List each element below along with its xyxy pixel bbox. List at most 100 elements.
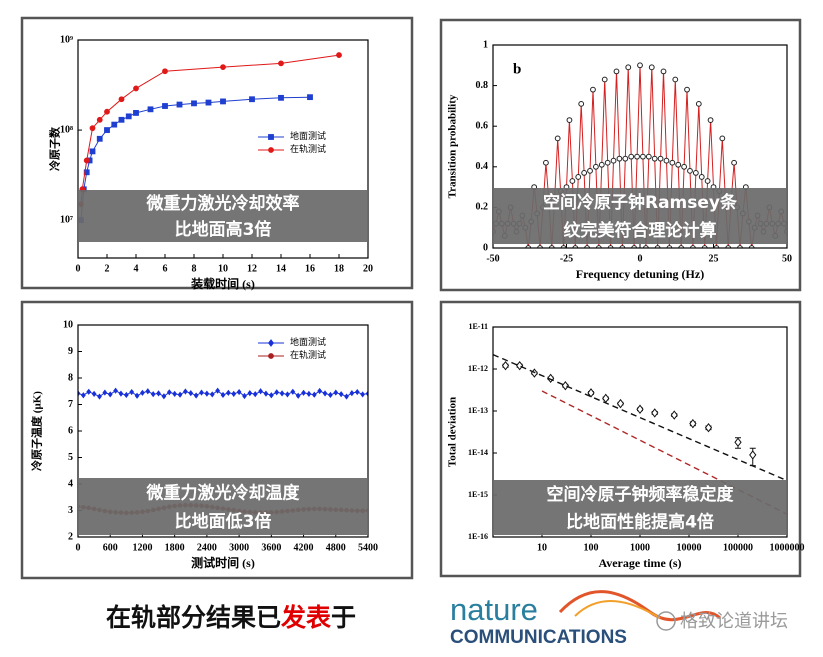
marker <box>279 390 285 397</box>
marker <box>268 134 274 140</box>
marker <box>125 113 132 120</box>
marker <box>344 393 349 400</box>
x-tick-label: 10000 <box>677 542 702 553</box>
marker <box>205 99 212 106</box>
y-tick-label: 0.2 <box>476 202 489 213</box>
overlay-text: 微重力激光冷却温度 <box>146 482 301 503</box>
marker <box>220 391 226 399</box>
marker <box>209 391 215 398</box>
x-tick-label: 2400 <box>197 542 217 553</box>
marker <box>648 64 655 71</box>
y-tick-label: 5 <box>68 452 73 463</box>
marker <box>336 52 342 58</box>
panel-frame <box>20 16 414 290</box>
marker <box>183 388 188 395</box>
x-tick-label: 0 <box>638 253 643 264</box>
marker <box>689 418 697 429</box>
x-tick-label: 14 <box>276 263 286 274</box>
x-tick-label: 2 <box>105 263 110 274</box>
marker <box>133 110 139 116</box>
marker <box>83 169 90 176</box>
marker <box>578 100 585 107</box>
marker <box>590 86 596 93</box>
legend-label: 在轨测试 <box>290 143 326 154</box>
x-tick-label: 8 <box>192 263 197 274</box>
y-tick-label: 1E-12 <box>468 364 488 373</box>
marker <box>684 86 690 93</box>
marker <box>133 85 139 92</box>
overlay-text: 比地面高3倍 <box>175 219 272 240</box>
marker <box>719 135 726 142</box>
marker <box>360 391 366 398</box>
y-tick-label: 0.6 <box>476 120 489 131</box>
overlay-box <box>493 480 787 535</box>
y-tick-label: 2 <box>68 531 73 542</box>
x-tick-label: -50 <box>486 253 499 264</box>
marker <box>628 153 635 160</box>
marker <box>625 64 632 71</box>
y-tick-label: 6 <box>68 425 73 436</box>
marker <box>147 106 154 113</box>
marker <box>669 159 676 166</box>
y-tick-label: 1E-14 <box>468 448 488 457</box>
marker <box>660 68 667 75</box>
marker <box>561 380 570 391</box>
marker <box>581 169 588 176</box>
marker <box>651 408 659 418</box>
x-tick-label: 600 <box>103 542 118 553</box>
marker <box>220 98 226 105</box>
caption-part: 发表 <box>280 603 332 632</box>
logo-nature: nature <box>450 592 538 627</box>
y-tick-label: 1 <box>483 39 488 50</box>
marker <box>501 360 510 371</box>
marker <box>177 391 183 398</box>
marker <box>566 117 573 124</box>
y-tick-label: 0.4 <box>476 161 489 172</box>
marker <box>675 161 682 168</box>
plot-frame <box>492 326 788 538</box>
marker <box>166 389 172 396</box>
marker <box>193 392 199 399</box>
marker <box>104 127 110 133</box>
marker <box>616 155 623 162</box>
marker <box>242 392 247 400</box>
marker <box>637 62 643 69</box>
marker <box>96 116 103 123</box>
marker <box>306 390 312 397</box>
marker <box>707 117 714 124</box>
logo-communications: COMMUNICATIONS <box>450 627 627 648</box>
x-tick-label: 1800 <box>165 542 185 553</box>
overlay-box <box>78 190 368 242</box>
marker <box>317 387 323 395</box>
marker <box>587 388 595 398</box>
marker <box>613 68 620 75</box>
y-tick-label: 7 <box>68 399 73 410</box>
x-tick-label: -25 <box>560 253 573 264</box>
marker <box>129 388 135 396</box>
marker <box>162 103 168 109</box>
legend-label: 地面测试 <box>290 336 326 347</box>
overlay-text: 比地面性能提高4倍 <box>566 511 714 532</box>
marker <box>258 388 263 395</box>
marker <box>349 390 355 397</box>
overlay-text: 纹完美符合理论计算 <box>564 220 717 241</box>
x-tick-label: 1200 <box>132 542 152 553</box>
x-tick-label: 25 <box>709 253 719 264</box>
marker <box>622 155 629 162</box>
overlay-box <box>78 478 368 535</box>
marker <box>636 404 644 414</box>
x-tick-label: 100000 <box>723 542 753 553</box>
marker <box>86 388 92 395</box>
marker <box>123 391 129 399</box>
marker <box>587 167 593 174</box>
marker <box>290 388 296 395</box>
x-tick-label: 50 <box>782 253 792 264</box>
marker <box>651 155 658 162</box>
overlay-text: 比地面低3倍 <box>175 511 272 532</box>
y-tick-label: 4 <box>68 478 73 489</box>
marker <box>657 155 664 162</box>
marker <box>118 116 125 123</box>
marker <box>231 390 237 397</box>
panel-title: b <box>513 61 521 77</box>
